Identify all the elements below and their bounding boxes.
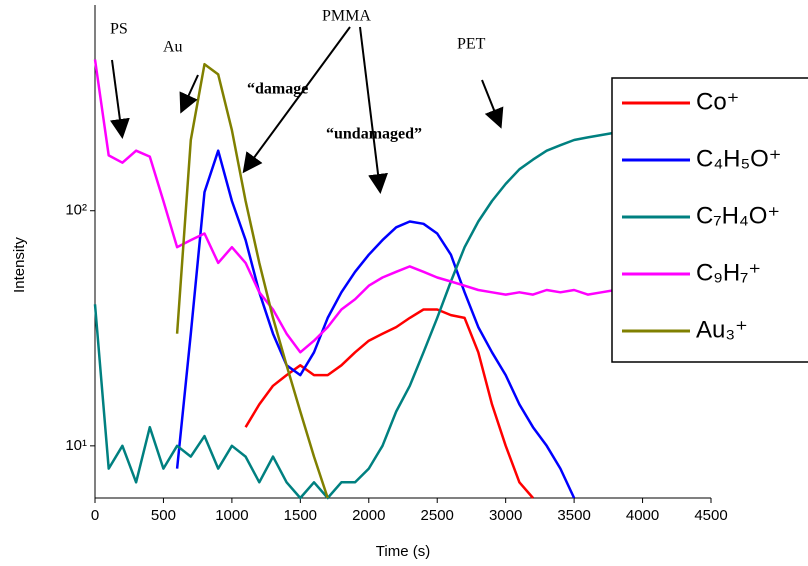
legend-box (611, 77, 808, 363)
annotation: “damage (247, 81, 308, 98)
arrow (242, 26, 351, 174)
annotations (109, 26, 504, 194)
annotation: Au (163, 39, 183, 56)
x-tick-label: 1000 (215, 507, 248, 524)
legend-label: C₇H₄O⁺ (696, 202, 780, 229)
annotation: PET (457, 36, 486, 53)
x-tick-label: 4500 (694, 507, 727, 524)
annotation: PS (110, 21, 128, 38)
x-axis-label: Time (s) (376, 543, 430, 560)
x-tick-label: 0 (91, 507, 99, 524)
y-tick-label: 10¹ (65, 437, 87, 454)
legend-label: Au₃⁺ (696, 316, 748, 343)
x-tick-label: 3000 (489, 507, 522, 524)
plot-area: 0 500 1000 1500 2000 2500 3000 3500 4000 4500 10¹ 1… (65, 5, 728, 524)
series-line (175, 62, 329, 499)
legend: Co⁺ C₄H₅O⁺ C₇H₄O⁺ C₉H₇⁺ Au₃⁺ (622, 88, 781, 343)
legend-label: C₉H₇⁺ (696, 259, 761, 286)
series-line (93, 59, 616, 354)
series-line (93, 131, 616, 500)
annotation: PMMA (322, 8, 371, 25)
annotation: “undamaged” (326, 126, 422, 143)
legend-label: Co⁺ (696, 88, 739, 115)
y-axis-label: Intensity (11, 237, 28, 293)
x-tick-label: 500 (151, 507, 176, 524)
x-tick-label: 2500 (421, 507, 454, 524)
arrow (359, 26, 388, 194)
arrow (109, 59, 130, 139)
x-tick-label: 3500 (557, 507, 590, 524)
y-tick-label: 10² (65, 202, 87, 219)
x-tick-label: 2000 (352, 507, 385, 524)
series-line (175, 149, 576, 499)
legend-label: C₄H₅O⁺ (696, 145, 781, 172)
arrow (481, 79, 504, 129)
x-tick-label: 4000 (626, 507, 659, 524)
arrow (179, 74, 199, 114)
x-tick-label: 1500 (284, 507, 317, 524)
